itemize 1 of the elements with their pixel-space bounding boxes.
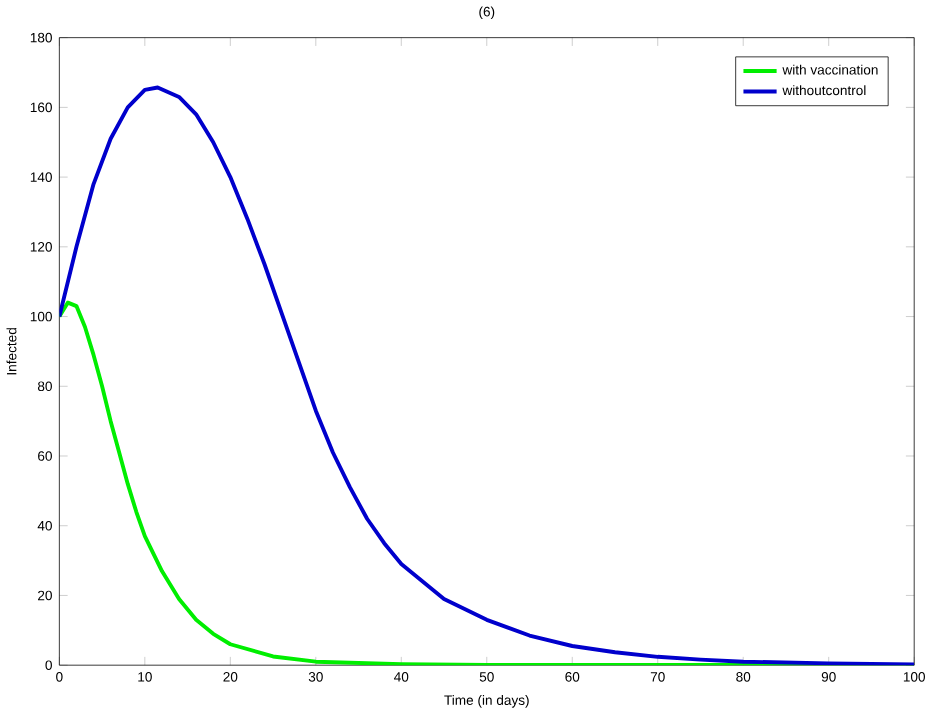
line-series — [59, 85, 915, 666]
